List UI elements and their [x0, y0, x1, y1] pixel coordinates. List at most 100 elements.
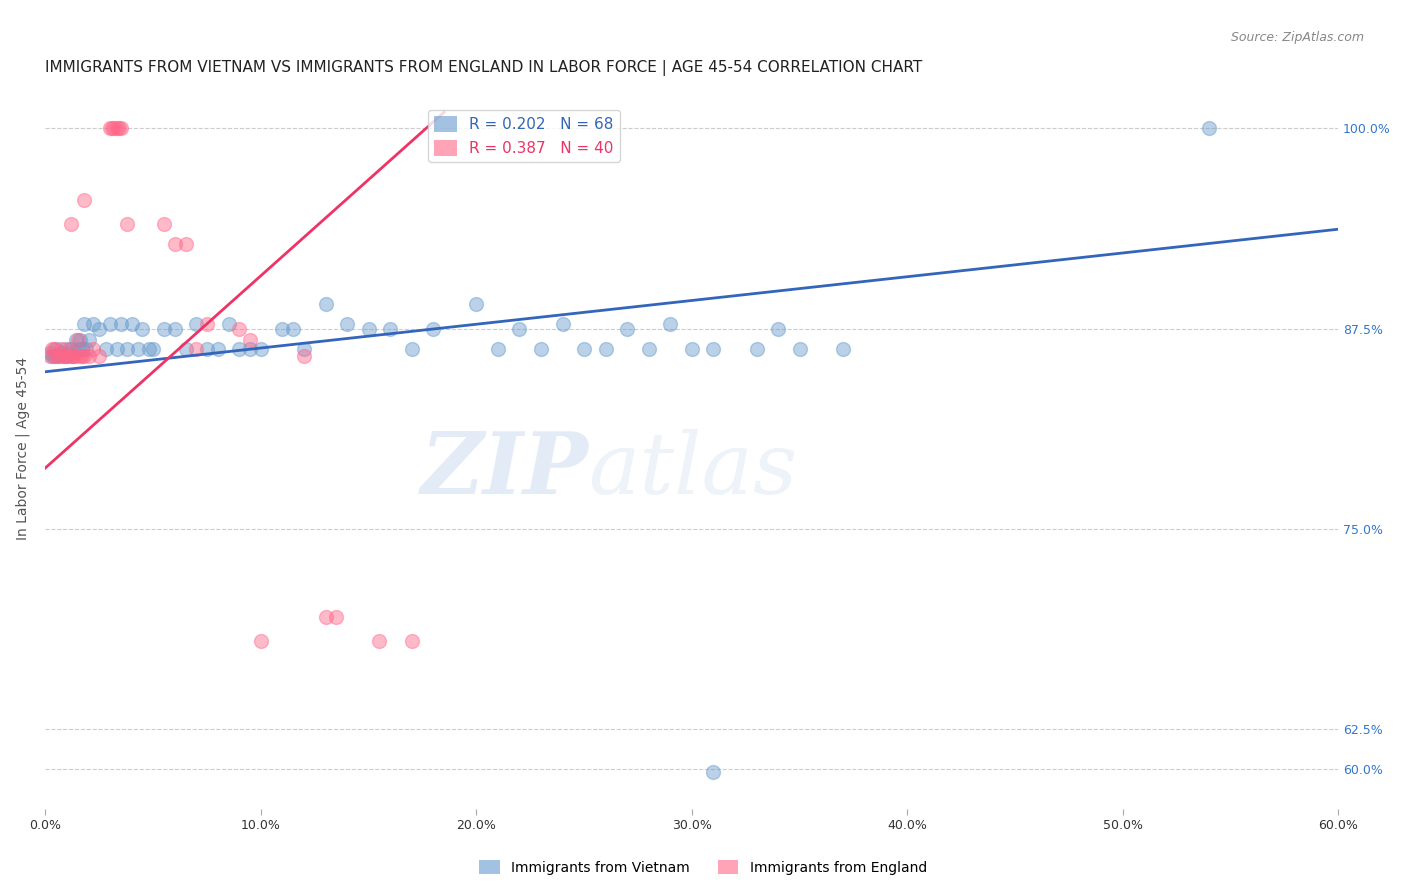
Point	[62, 349, 84, 363]
Point	[77, 333, 100, 347]
Point	[60, 343, 83, 357]
Point	[58, 343, 80, 357]
Point	[659, 317, 682, 331]
Point	[292, 349, 315, 363]
Point	[48, 349, 70, 363]
Point	[117, 343, 139, 357]
Point	[103, 121, 125, 136]
Point	[218, 317, 240, 331]
Point	[107, 121, 129, 136]
Point	[174, 236, 197, 251]
Point	[325, 609, 347, 624]
Point	[1198, 121, 1220, 136]
Point	[53, 349, 76, 363]
Point	[745, 343, 768, 357]
Point	[65, 333, 87, 347]
Point	[422, 321, 444, 335]
Point	[56, 349, 79, 363]
Point	[702, 343, 724, 357]
Point	[70, 349, 93, 363]
Point	[271, 321, 294, 335]
Point	[595, 343, 617, 357]
Point	[42, 349, 65, 363]
Point	[315, 609, 337, 624]
Point	[69, 349, 91, 363]
Point	[637, 343, 659, 357]
Point	[163, 842, 186, 856]
Point	[681, 343, 703, 357]
Legend: R = 0.202   N = 68, R = 0.387   N = 40: R = 0.202 N = 68, R = 0.387 N = 40	[427, 111, 620, 162]
Text: Source: ZipAtlas.com: Source: ZipAtlas.com	[1230, 31, 1364, 45]
Point	[315, 297, 337, 311]
Point	[49, 343, 72, 357]
Point	[239, 333, 262, 347]
Point	[292, 343, 315, 357]
Point	[250, 343, 273, 357]
Point	[153, 218, 176, 232]
Point	[38, 349, 60, 363]
Point	[56, 349, 79, 363]
Text: ZIP: ZIP	[420, 428, 589, 512]
Point	[616, 321, 638, 335]
Point	[82, 343, 104, 357]
Legend: Immigrants from Vietnam, Immigrants from England: Immigrants from Vietnam, Immigrants from…	[474, 855, 932, 880]
Point	[58, 345, 80, 359]
Point	[45, 349, 67, 363]
Point	[228, 321, 250, 335]
Point	[131, 842, 153, 856]
Point	[530, 343, 553, 357]
Point	[153, 321, 176, 335]
Point	[66, 333, 89, 347]
Point	[105, 121, 128, 136]
Point	[69, 333, 91, 347]
Point	[66, 343, 89, 357]
Point	[401, 633, 423, 648]
Point	[572, 343, 595, 357]
Point	[380, 321, 402, 335]
Point	[368, 633, 391, 648]
Point	[65, 349, 87, 363]
Point	[551, 317, 574, 331]
Point	[89, 321, 111, 335]
Text: atlas: atlas	[589, 429, 797, 512]
Point	[52, 349, 75, 363]
Point	[138, 343, 160, 357]
Point	[38, 345, 60, 359]
Point	[75, 343, 97, 357]
Point	[250, 633, 273, 648]
Point	[60, 349, 83, 363]
Point	[142, 343, 165, 357]
Point	[110, 121, 132, 136]
Point	[766, 321, 789, 335]
Point	[53, 343, 76, 357]
Point	[702, 765, 724, 780]
Point	[45, 343, 67, 357]
Point	[48, 349, 70, 363]
Point	[73, 349, 96, 363]
Point	[121, 317, 143, 331]
Point	[89, 349, 111, 363]
Point	[52, 349, 75, 363]
Point	[77, 349, 100, 363]
Point	[163, 321, 186, 335]
Point	[186, 343, 208, 357]
Point	[163, 236, 186, 251]
Point	[82, 317, 104, 331]
Point	[486, 343, 509, 357]
Point	[42, 343, 65, 357]
Point	[127, 343, 149, 357]
Point	[98, 121, 121, 136]
Point	[131, 321, 153, 335]
Point	[73, 194, 96, 208]
Point	[98, 317, 121, 331]
Point	[49, 345, 72, 359]
Point	[73, 317, 96, 331]
Point	[401, 343, 423, 357]
Point	[239, 343, 262, 357]
Point	[207, 343, 229, 357]
Point	[41, 349, 63, 363]
Point	[357, 321, 380, 335]
Point	[101, 121, 124, 136]
Point	[94, 343, 117, 357]
Point	[60, 218, 83, 232]
